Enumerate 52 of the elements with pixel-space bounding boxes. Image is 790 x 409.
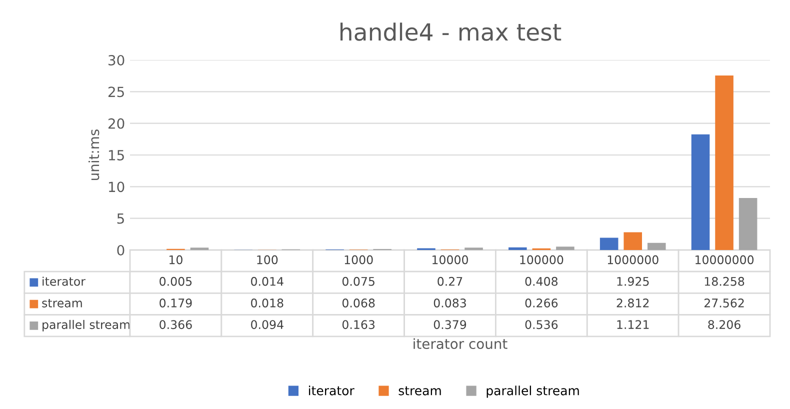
data-label: 1.121 <box>617 320 649 329</box>
y-tick-label: 10 <box>108 182 124 192</box>
x-tick-label: 10000000 <box>696 255 754 264</box>
data-label: 0.408 <box>525 276 558 286</box>
data-label: 1.925 <box>617 276 649 286</box>
text: stream <box>398 386 441 396</box>
data-label: 27.562 <box>704 298 744 308</box>
bar <box>647 242 666 250</box>
text: parallel stream <box>486 386 579 398</box>
legend-label: parallel stream <box>42 320 130 332</box>
bar <box>556 246 574 250</box>
data-label: 8.206 <box>708 320 740 330</box>
data-label: 0.083 <box>434 298 466 308</box>
bar <box>691 134 710 250</box>
x-tick-label: 10000 <box>432 255 468 264</box>
data-label: 0.536 <box>525 320 558 330</box>
data-label: 2.812 <box>616 298 649 308</box>
y-tick-label: 5 <box>117 213 124 224</box>
text: iterator <box>308 386 354 396</box>
data-label: 0.163 <box>342 320 375 330</box>
x-tick-label: 1000000 <box>608 255 658 264</box>
data-label: 0.068 <box>342 298 375 308</box>
bar <box>738 198 758 250</box>
x-tick-label: 100000 <box>520 255 564 264</box>
data-label: 0.014 <box>251 276 284 286</box>
y-tick-label: 20 <box>108 118 124 129</box>
legend-label: stream <box>42 299 82 308</box>
bar <box>715 75 734 250</box>
x-tick-label: 100 <box>257 255 278 264</box>
y-tick-label: 30 <box>108 54 124 66</box>
text: iterator count <box>414 338 508 350</box>
bar <box>600 238 618 250</box>
data-label: 0.094 <box>251 320 284 330</box>
legend-label: iterator <box>42 276 86 286</box>
data-label: 0.179 <box>160 298 192 308</box>
bar <box>624 232 642 250</box>
data-label: 0.018 <box>251 298 284 308</box>
data-label: 0.266 <box>525 298 558 308</box>
data-label: 0.379 <box>434 320 466 330</box>
y-tick-label: 0 <box>117 244 124 256</box>
data-label: 0.075 <box>342 276 374 286</box>
data-label: 0.366 <box>160 320 192 330</box>
data-label: 0.005 <box>160 276 192 286</box>
data-label: 18.258 <box>704 276 744 286</box>
y-axis-title: unit:ms <box>88 130 100 180</box>
y-tick-label: 25 <box>108 86 124 98</box>
y-tick-label: 15 <box>108 150 124 160</box>
bar <box>508 247 527 250</box>
data-label: 0.27 <box>438 276 462 286</box>
x-tick-label: 1000 <box>344 255 373 264</box>
x-tick-label: 10 <box>170 255 182 264</box>
chart-title: handle4 - max test <box>340 22 562 41</box>
